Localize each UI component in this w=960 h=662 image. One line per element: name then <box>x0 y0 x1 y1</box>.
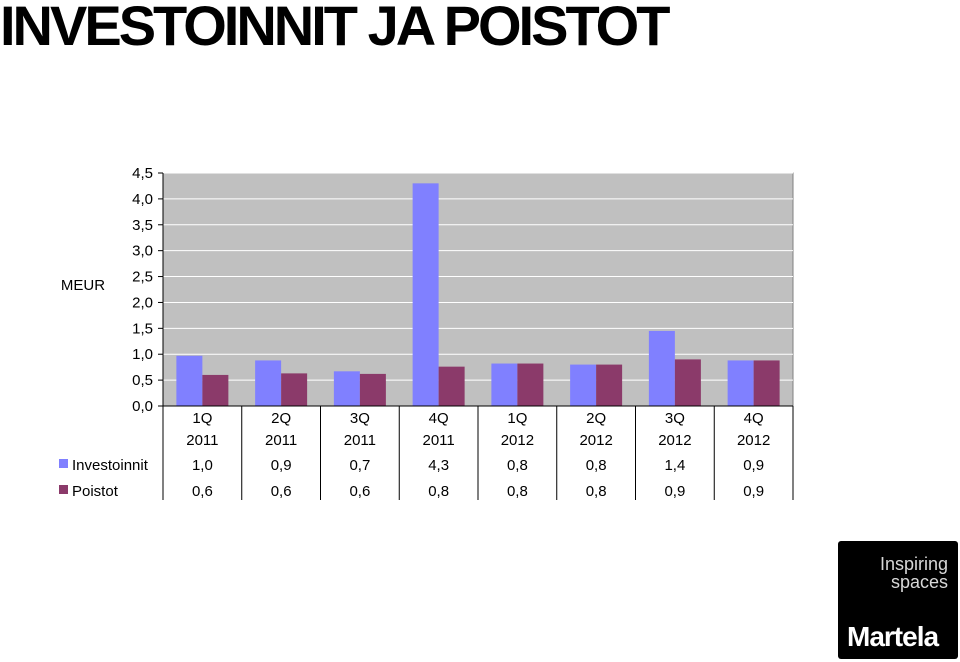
y-tick-label: 1,0 <box>132 346 153 363</box>
investments-depreciation-chart: 0,0 0,5 1,0 1,5 2,0 2,5 3,0 3,5 4,0 4,5 MEUR 1Q 2011… <box>59 165 794 500</box>
bar <box>517 363 544 406</box>
legend-key <box>59 459 68 468</box>
category-label: 2011 <box>186 432 218 449</box>
data-label: 0,6 <box>192 483 213 500</box>
bar <box>727 360 754 406</box>
logo-tagline: Inspiring spaces <box>879 554 948 592</box>
bar <box>596 364 623 406</box>
data-label: 0,7 <box>349 457 370 474</box>
bar <box>570 364 597 406</box>
category-label: 2011 <box>422 432 454 449</box>
category-label: 2012 <box>579 432 612 449</box>
category-label: 4Q <box>744 410 764 427</box>
data-label: 0,6 <box>271 483 292 500</box>
data-label: 0,6 <box>349 483 370 500</box>
category-label: 2012 <box>658 432 691 449</box>
category-label: 2011 <box>344 432 376 449</box>
y-tick-label: 1,5 <box>132 320 153 337</box>
legend-label: Investoinnit <box>72 457 149 474</box>
logo-brand: Martela <box>847 621 939 652</box>
bar <box>491 363 518 406</box>
legend-label: Poistot <box>72 483 119 500</box>
data-label: 1,4 <box>664 457 685 474</box>
bar <box>648 330 675 406</box>
y-tick-label: 0,0 <box>132 398 153 415</box>
y-tick-label: 0,5 <box>132 372 153 389</box>
data-label: 0,9 <box>271 457 292 474</box>
category-label: 2Q <box>586 410 606 427</box>
legend-key <box>59 485 68 494</box>
bar <box>333 371 360 406</box>
y-tick-label: 3,5 <box>132 217 153 234</box>
bar <box>674 359 701 406</box>
data-label: 0,8 <box>586 483 607 500</box>
category-label: 3Q <box>665 410 685 427</box>
category-label: 2Q <box>271 410 291 427</box>
data-label: 0,9 <box>664 483 685 500</box>
bar <box>281 373 308 406</box>
bar <box>359 373 386 406</box>
page-title: INVESTOINNIT JA POISTOT <box>0 0 670 57</box>
category-label: 1Q <box>192 410 212 427</box>
category-label: 1Q <box>507 410 527 427</box>
category-label: 4Q <box>429 410 449 427</box>
category-label: 2012 <box>501 432 534 449</box>
bar <box>202 374 229 406</box>
bar <box>438 366 465 406</box>
bar <box>255 360 282 406</box>
bar <box>176 355 203 406</box>
y-tick-label: 2,0 <box>132 294 153 311</box>
data-label: 0,9 <box>743 483 764 500</box>
y-tick-label: 2,5 <box>132 269 153 286</box>
category-label: 3Q <box>350 410 370 427</box>
martela-logo: Inspiring spaces Martela <box>838 541 958 659</box>
category-label: 2012 <box>737 432 770 449</box>
data-label: 4,3 <box>428 457 449 474</box>
data-label: 0,8 <box>586 457 607 474</box>
category-label: 2011 <box>265 432 297 449</box>
y-tick-label: 4,0 <box>132 191 153 208</box>
data-label: 0,9 <box>743 457 764 474</box>
data-label: 0,8 <box>507 483 528 500</box>
y-tick-label: 3,0 <box>132 243 153 260</box>
data-label: 1,0 <box>192 457 213 474</box>
y-tick-label: 4,5 <box>132 165 153 182</box>
bar <box>753 360 780 406</box>
data-label: 0,8 <box>507 457 528 474</box>
y-axis-label: MEUR <box>61 277 105 294</box>
bar <box>412 183 439 406</box>
data-label: 0,8 <box>428 483 449 500</box>
